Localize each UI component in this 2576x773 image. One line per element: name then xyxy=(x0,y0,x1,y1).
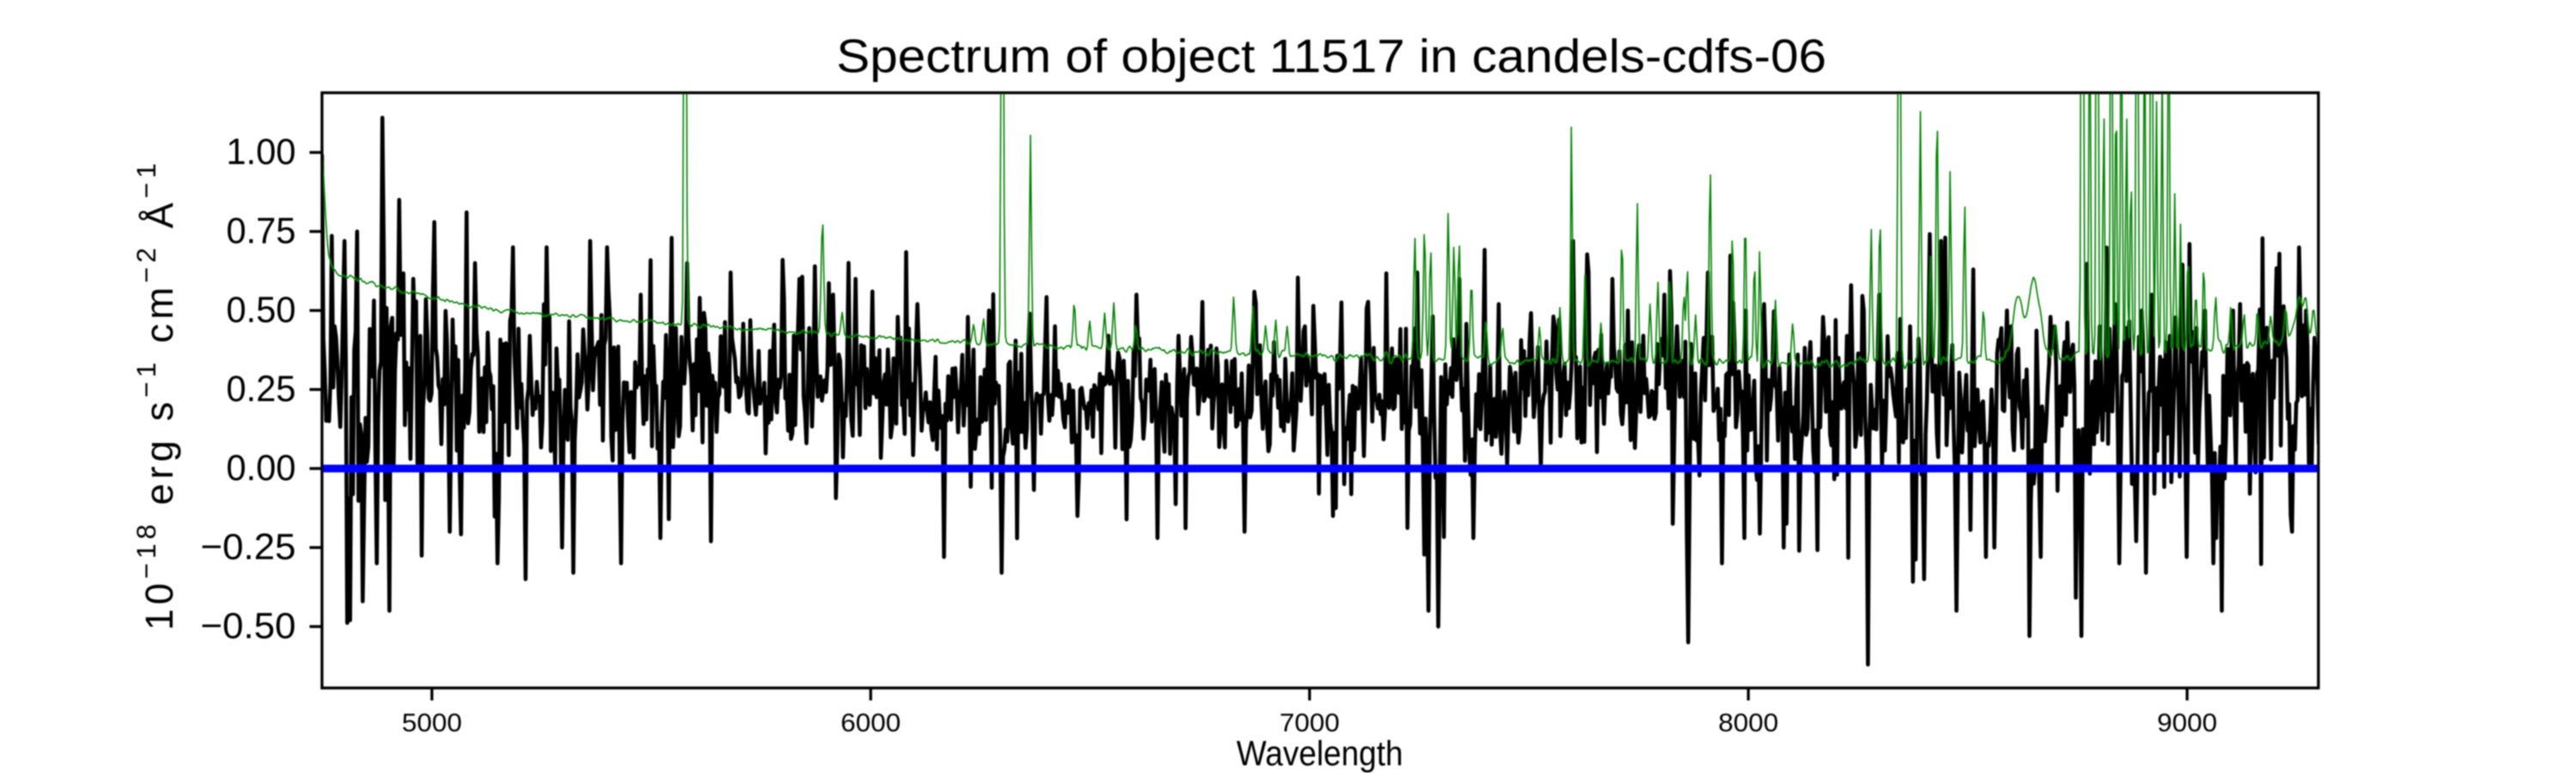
svg-text:0.75: 0.75 xyxy=(227,210,296,252)
svg-text:Spectrum of object 11517 in ca: Spectrum of object 11517 in candels-cdfs… xyxy=(836,30,1826,82)
svg-text:6000: 6000 xyxy=(841,709,901,738)
svg-text:5000: 5000 xyxy=(402,709,462,738)
svg-text:0.50: 0.50 xyxy=(227,289,296,331)
svg-text:Wavelength: Wavelength xyxy=(1236,733,1403,773)
svg-text:8000: 8000 xyxy=(1718,709,1778,738)
svg-text:9000: 9000 xyxy=(2157,709,2217,738)
svg-text:0.25: 0.25 xyxy=(227,368,296,410)
svg-text:10−18 erg s−1 cm−2 Å−1: 10−18 erg s−1 cm−2 Å−1 xyxy=(131,163,181,630)
svg-text:−0.25: −0.25 xyxy=(201,526,296,568)
svg-text:7000: 7000 xyxy=(1279,709,1340,738)
svg-text:0.00: 0.00 xyxy=(227,447,296,489)
svg-text:1.00: 1.00 xyxy=(227,131,296,173)
svg-text:−0.50: −0.50 xyxy=(201,606,296,647)
